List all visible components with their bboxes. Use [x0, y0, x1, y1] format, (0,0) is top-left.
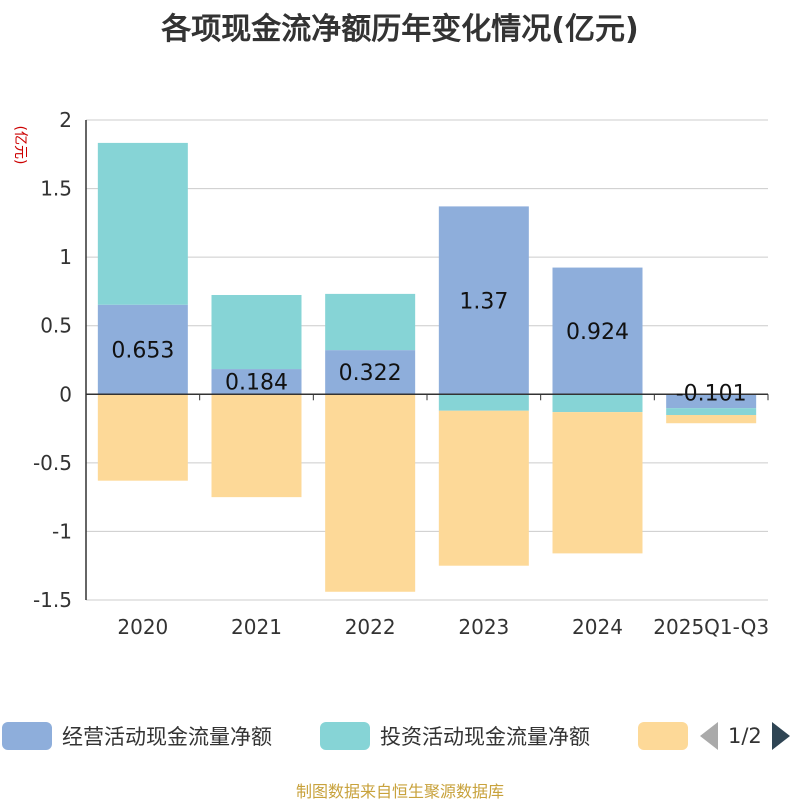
legend-next-page-icon[interactable]: [771, 722, 790, 750]
bar-operating-2020[interactable]: [97, 304, 188, 395]
bar-financing-2020[interactable]: [97, 394, 188, 481]
bar-operating-2024[interactable]: [552, 267, 643, 395]
bar-investing-2025Q1-Q3[interactable]: [666, 408, 757, 415]
grid-lines: [86, 119, 768, 601]
data-label-operating: 0.924: [566, 320, 629, 345]
x-tick-label: 2020: [117, 615, 168, 639]
x-tick-label: 2023: [458, 615, 509, 639]
y-tick-label: -1.5: [33, 588, 72, 612]
y-tick-label: 2: [59, 108, 72, 132]
bar-operating-2023[interactable]: [438, 206, 529, 395]
labels: 2 1.5 1 0.5 0 -0.5 -1 -1.5 (亿元) 0.653 2020 0.184 202…: [12, 108, 769, 639]
bar-investing-2024[interactable]: [552, 394, 643, 413]
x-tick-label: 2025Q1-Q3: [653, 615, 769, 639]
bar-financing-2021[interactable]: [211, 394, 302, 498]
bar-investing-2021[interactable]: [211, 294, 302, 370]
bar-financing-2025Q1-Q3[interactable]: [666, 414, 757, 424]
legend: 经营活动现金流量净额 投资活动现金流量净额 1/2: [0, 716, 800, 756]
data-source-note: 制图数据来自恒生聚源数据库: [295, 782, 504, 801]
y-tick-label: 0: [59, 382, 72, 406]
bar-operating-2022[interactable]: [325, 350, 416, 395]
y-tick-label: -0.5: [33, 451, 72, 475]
chart-title: 各项现金流净额历年变化情况(亿元): [161, 12, 639, 47]
legend-swatch-operating: [2, 722, 52, 750]
x-tick-label: 2022: [345, 615, 396, 639]
legend-swatch-investing: [320, 722, 370, 750]
bar-operating-2025Q1-Q3[interactable]: [666, 394, 757, 409]
data-label-operating: 1.37: [459, 289, 508, 314]
y-tick-label: -1: [52, 519, 72, 543]
x-tick-label: 2021: [231, 615, 282, 639]
data-label-operating: -0.101: [676, 381, 747, 406]
legend-item-financing[interactable]: [638, 720, 688, 752]
legend-pager: 1/2: [700, 720, 790, 752]
bar-financing-2023[interactable]: [438, 410, 529, 566]
legend-swatch-financing: [638, 722, 688, 750]
legend-item-operating[interactable]: 经营活动现金流量净额: [2, 720, 272, 752]
y-tick-label: 0.5: [40, 314, 72, 338]
bar-financing-2022[interactable]: [325, 394, 416, 592]
bars: [97, 142, 757, 592]
axes: [85, 120, 769, 600]
legend-page-indicator: 1/2: [728, 724, 762, 748]
y-tick-label: 1.5: [40, 177, 72, 201]
bar-operating-2021[interactable]: [211, 369, 302, 395]
legend-label-operating: 经营活动现金流量净额: [62, 725, 272, 749]
data-label-operating: 0.184: [225, 371, 288, 396]
legend-prev-page-icon[interactable]: [700, 722, 718, 750]
bar-investing-2022[interactable]: [325, 293, 416, 351]
bar-financing-2024[interactable]: [552, 412, 643, 554]
data-label-operating: 0.322: [339, 361, 402, 386]
legend-label-investing: 投资活动现金流量净额: [380, 725, 590, 749]
y-tick-label: 1: [59, 245, 72, 269]
data-label-operating: 0.653: [111, 339, 174, 364]
bar-investing-2023[interactable]: [438, 394, 529, 411]
bar-chart: 2 1.5 1 0.5 0 -0.5 -1 -1.5 (亿元) 0.653 2020 0.184 202…: [12, 108, 769, 639]
bar-investing-2020[interactable]: [97, 142, 188, 305]
y-axis-title: (亿元): [12, 126, 28, 165]
x-tick-label: 2024: [572, 615, 623, 639]
legend-item-investing[interactable]: 投资活动现金流量净额: [320, 720, 590, 752]
